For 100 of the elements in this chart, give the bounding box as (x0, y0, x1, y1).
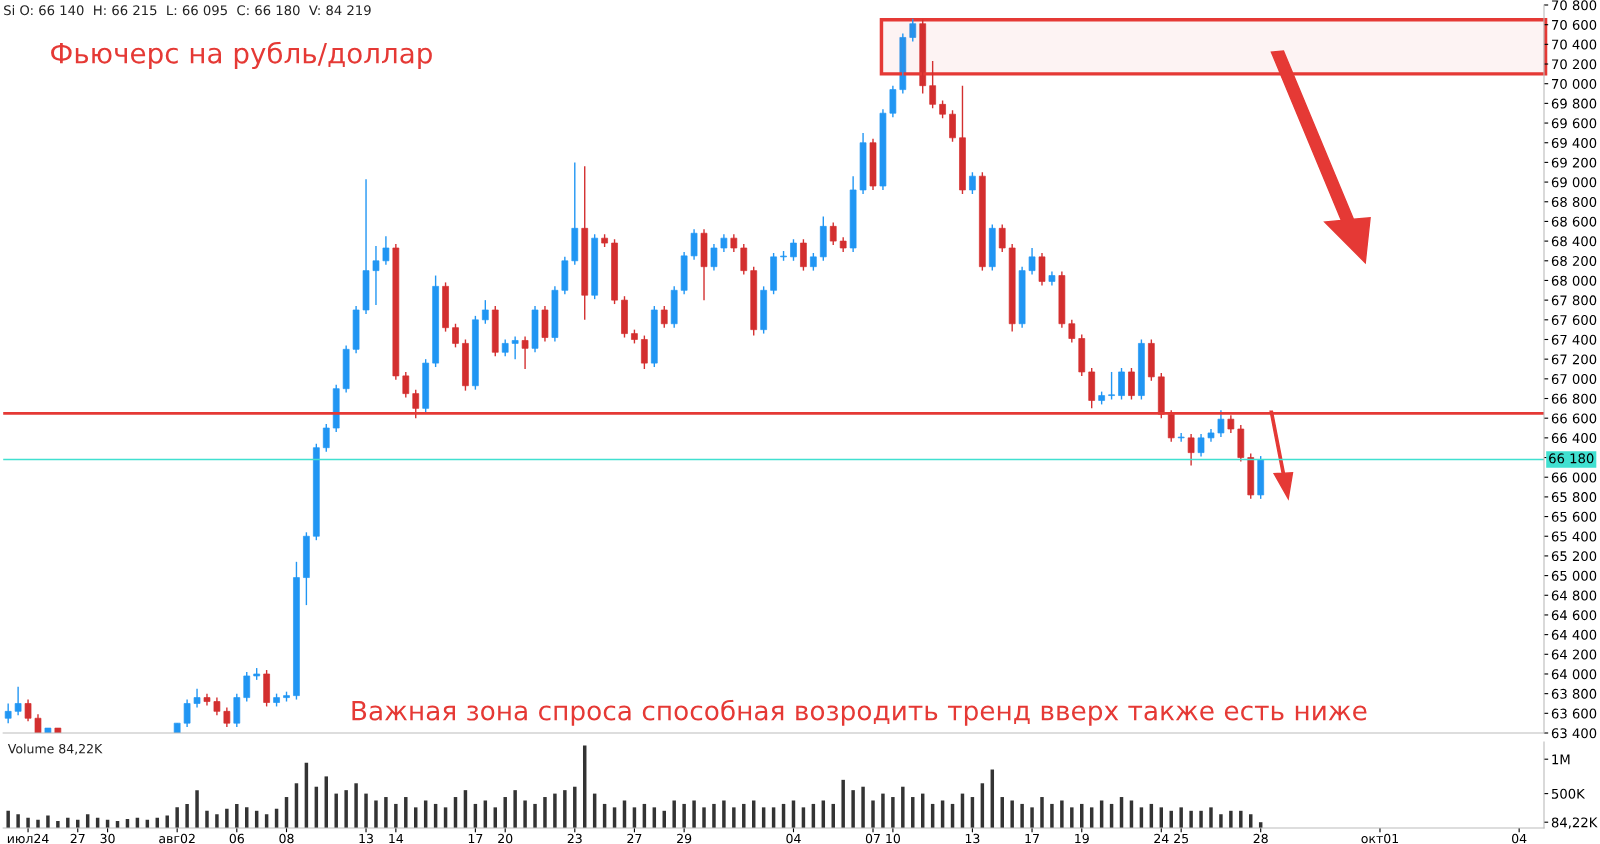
bar (881, 793, 885, 828)
candlestick (541, 305, 549, 343)
y-tick-label: 69 800 (1551, 98, 1597, 109)
y-tick-label: 68 600 (1551, 216, 1597, 227)
candlestick (1118, 367, 1125, 401)
candlestick (869, 138, 877, 191)
candlestick (1078, 333, 1086, 377)
bar (1179, 807, 1183, 828)
bar (175, 807, 179, 828)
bar (702, 807, 706, 828)
bar (205, 810, 209, 828)
bar (6, 810, 10, 828)
y-tick-label: 500K (1551, 788, 1586, 799)
bar (394, 803, 398, 828)
candlestick (1028, 247, 1036, 276)
bar (195, 790, 199, 828)
candlestick (770, 252, 777, 295)
candlestick (650, 305, 658, 368)
bar (682, 803, 686, 828)
bar (692, 800, 696, 828)
bar (533, 803, 537, 828)
y-tick-label: 65 600 (1551, 511, 1597, 522)
bar (1199, 810, 1203, 828)
candlestick (660, 305, 668, 329)
bar (36, 819, 40, 828)
candlestick (979, 171, 986, 272)
candlestick (1217, 409, 1225, 438)
bar (1219, 814, 1223, 828)
bar (871, 800, 875, 828)
y-tick-label: 70 400 (1552, 39, 1597, 50)
bar (1239, 810, 1243, 828)
bar (165, 815, 169, 828)
y-tick-label: 65 200 (1551, 551, 1597, 562)
candlestick (521, 335, 529, 370)
y-tick-label: 67 000 (1551, 374, 1597, 385)
candlestick (690, 228, 698, 261)
candlestick (293, 561, 300, 701)
candlestick (889, 84, 897, 118)
y-tick-label: 63 800 (1551, 688, 1597, 699)
bar (1060, 800, 1064, 828)
candlestick (1247, 452, 1255, 500)
x-tick-label: 10 (886, 833, 901, 844)
candlestick (491, 305, 499, 357)
candlestick (531, 305, 539, 353)
candlestick (452, 323, 459, 349)
candlestick (1187, 433, 1195, 467)
candlestick (313, 443, 320, 541)
candlestick (581, 165, 589, 321)
candlestick (700, 228, 708, 301)
y-tick-label: 67 400 (1551, 334, 1597, 345)
candlestick (969, 171, 976, 195)
x-tick-label: 28 (1253, 833, 1268, 844)
candlestick (402, 371, 410, 399)
bar (1209, 807, 1213, 828)
y-tick-label: 68 400 (1551, 236, 1597, 247)
candlestick (362, 178, 370, 315)
bar (732, 807, 736, 828)
y-tick-label: 70 600 (1552, 19, 1597, 30)
candlestick (44, 727, 52, 733)
candlestick (203, 692, 211, 707)
candlestick (1128, 367, 1135, 401)
candlestick (1197, 433, 1205, 458)
text: Фьючерс на рубль/доллар (51, 41, 432, 70)
candlestick (839, 236, 847, 253)
y-tick-label: 64 200 (1551, 649, 1597, 660)
candlestick (14, 686, 22, 716)
y-tick-label: 69 600 (1551, 118, 1597, 129)
bar (851, 790, 855, 828)
candlestick (1018, 265, 1026, 329)
x-tick-label: 27 (627, 833, 642, 844)
bar (364, 793, 368, 828)
candlestick (303, 531, 310, 606)
y-tick-label: 65 800 (1551, 492, 1597, 503)
x-tick-label: 06 (229, 833, 244, 844)
candlestick (1058, 270, 1066, 329)
candlestick (1088, 367, 1096, 410)
bar (1070, 807, 1074, 828)
x-tick-label: 20 (498, 833, 513, 844)
bar (672, 800, 676, 828)
candlestick (54, 727, 62, 733)
x-tick-label: 13 (359, 833, 373, 844)
candlestick (1108, 371, 1115, 401)
x-tick-label: 29 (677, 833, 692, 844)
x-tick-label: 14 (389, 833, 404, 844)
annotation: Si O: 66 140 H: 66 215 L: 66 095 C: 66 180 V: 84 219 (4, 5, 371, 16)
y-tick-label: 65 400 (1551, 531, 1597, 542)
x-tick-label: 25 (1174, 833, 1189, 844)
y-tick-label: 64 000 (1551, 669, 1597, 680)
bar (185, 803, 189, 828)
candlestick (1227, 414, 1235, 434)
y-tick-label: 64 600 (1551, 610, 1597, 621)
y-tick-label: 69 400 (1551, 137, 1597, 148)
candlestick (24, 698, 32, 722)
candlestick (829, 221, 837, 246)
y-tick-label: 66 000 (1551, 472, 1597, 483)
candlestick (382, 235, 390, 266)
candlestick (988, 223, 996, 272)
bar (404, 797, 408, 828)
y-tick-label: 70 000 (1552, 78, 1597, 89)
x-tick-label: 27 (70, 833, 85, 844)
